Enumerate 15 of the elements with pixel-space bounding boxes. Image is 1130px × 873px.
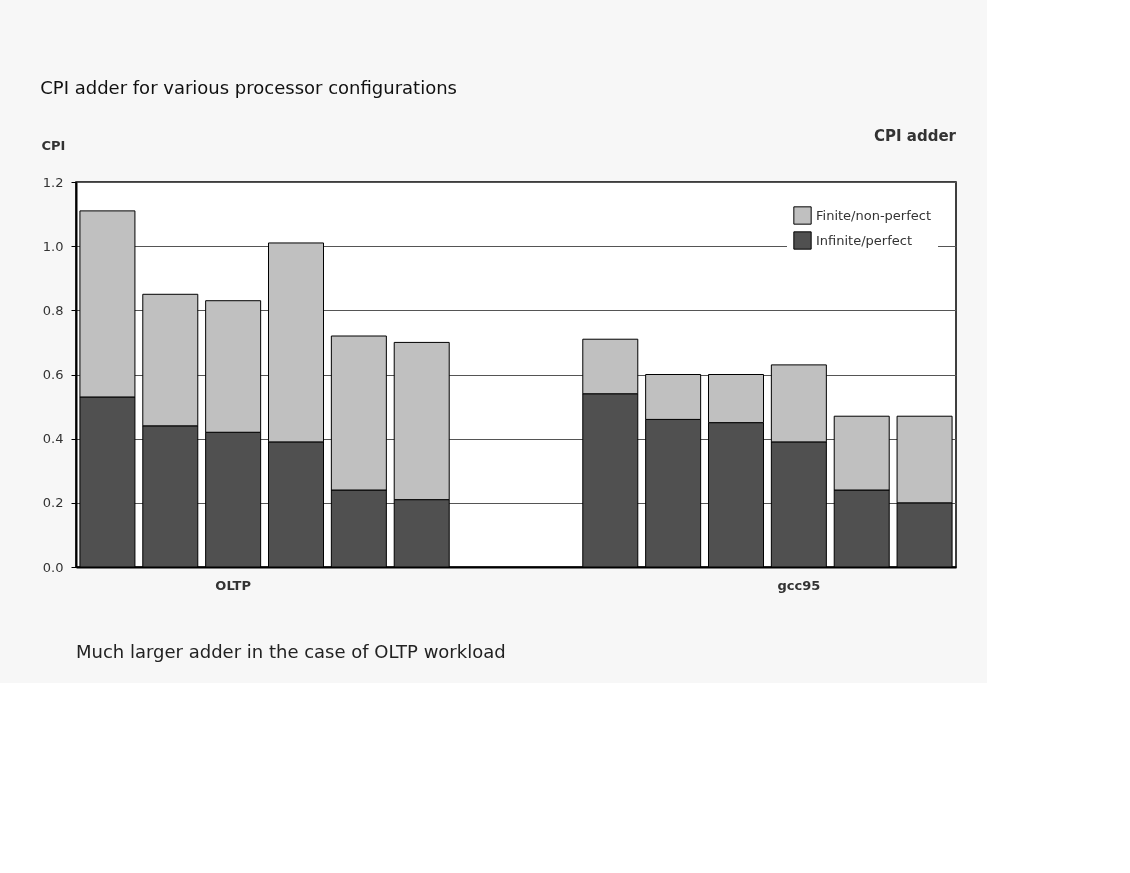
y-tick-label: 0.0 [42,559,64,575]
legend-label: Finite/non-perfect [816,207,932,223]
legend-label: Infinite/perfect [816,232,913,248]
y-tick-label: 1.0 [42,238,64,254]
chart-subtitle: CPI adder [874,127,957,145]
y-tick-label: 1.2 [42,174,64,190]
y-axis-title: CPI [41,137,66,153]
x-tick-label: gcc95 [777,577,821,593]
text: Much larger adder in the case of OLTP workload [76,641,506,662]
y-tick-label: 0.4 [42,431,64,447]
x-tick-label: OLTP [215,577,251,593]
chart-title: CPI adder for various processor configurations [40,77,457,99]
y-tick-label: 0.2 [42,495,64,511]
y-tick-label: 0.6 [42,367,64,382]
y-tick-label: 0.8 [42,302,64,318]
